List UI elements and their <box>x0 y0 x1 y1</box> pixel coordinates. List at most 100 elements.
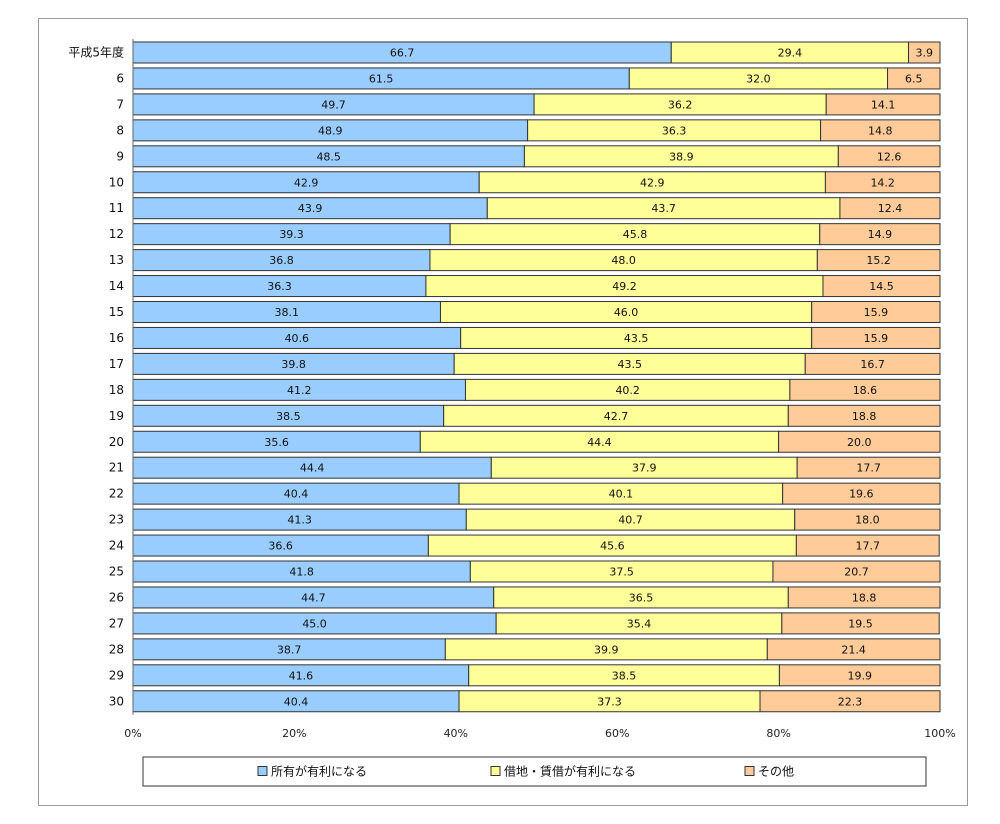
data-label: 15.9 <box>864 306 889 319</box>
x-tick-label: 100% <box>924 727 955 740</box>
category-label: 18 <box>109 383 124 397</box>
bar-segment <box>811 326 941 349</box>
data-label: 12.4 <box>878 202 903 215</box>
data-label: 15.9 <box>864 332 889 345</box>
data-label: 18.8 <box>852 591 877 604</box>
data-label: 17.7 <box>856 540 881 553</box>
data-label: 36.3 <box>267 280 292 293</box>
data-label: 44.4 <box>587 436 612 449</box>
data-label: 40.2 <box>615 384 640 397</box>
bar-segment <box>766 638 941 661</box>
category-label: 16 <box>109 331 124 345</box>
bar-segment <box>824 171 941 194</box>
data-label: 38.9 <box>669 150 694 163</box>
data-label: 49.2 <box>612 280 637 293</box>
bar-segment <box>759 690 941 713</box>
x-tick-label: 60% <box>605 727 629 740</box>
data-label: 41.6 <box>289 669 314 682</box>
data-label: 20.7 <box>844 566 869 579</box>
category-label: 20 <box>109 435 124 449</box>
category-label: 14 <box>109 279 124 293</box>
category-label: 7 <box>116 97 124 111</box>
category-label: 19 <box>109 409 124 423</box>
x-tick-label: 40% <box>444 727 468 740</box>
data-label: 38.1 <box>274 306 299 319</box>
data-label: 21.4 <box>841 643 866 656</box>
legend-label: 所有が有利になる <box>271 764 367 779</box>
data-label: 48.0 <box>611 254 636 267</box>
bar-segment <box>787 404 941 427</box>
data-label: 14.9 <box>868 228 893 241</box>
data-label: 6.5 <box>905 72 923 85</box>
category-label: 9 <box>116 149 124 163</box>
bar-segment <box>816 249 941 272</box>
category-label: 25 <box>109 565 124 579</box>
bar-segment <box>778 664 941 687</box>
data-label: 41.8 <box>289 566 314 579</box>
data-label: 42.9 <box>640 176 665 189</box>
data-label: 32.0 <box>746 72 771 85</box>
data-label: 45.0 <box>302 617 327 630</box>
data-label: 19.9 <box>847 669 872 682</box>
category-label: 24 <box>109 539 124 553</box>
bar-segment <box>811 301 941 323</box>
category-label: 30 <box>109 694 124 708</box>
data-label: 35.6 <box>264 436 289 449</box>
category-label: 28 <box>109 642 124 656</box>
bar-segment <box>787 586 941 609</box>
data-label: 18.8 <box>852 410 877 423</box>
data-label: 36.5 <box>629 591 654 604</box>
data-label: 36.6 <box>268 540 293 553</box>
category-label: 29 <box>109 668 124 682</box>
category-label: 17 <box>109 357 124 371</box>
data-label: 37.5 <box>609 566 634 579</box>
category-label: 11 <box>109 201 124 215</box>
data-label: 40.6 <box>285 332 310 345</box>
legend-swatch <box>744 766 755 776</box>
data-label: 41.2 <box>287 384 312 397</box>
data-label: 39.3 <box>279 228 304 241</box>
data-label: 14.1 <box>871 98 896 111</box>
category-label: 10 <box>109 175 124 189</box>
category-label: 21 <box>109 461 124 475</box>
data-label: 37.3 <box>597 695 622 708</box>
data-label: 36.2 <box>668 98 693 111</box>
bar-segment <box>837 145 941 168</box>
data-label: 40.7 <box>618 514 643 527</box>
data-label: 40.1 <box>609 488 634 501</box>
data-label: 17.7 <box>856 462 881 475</box>
x-tick-label: 0% <box>124 727 141 740</box>
data-label: 18.6 <box>853 384 878 397</box>
legend-box <box>142 756 927 787</box>
x-tick-label: 80% <box>766 727 790 740</box>
data-label: 15.2 <box>866 254 891 267</box>
bar-segment <box>839 197 941 220</box>
data-label: 18.0 <box>855 514 880 527</box>
bar-segment <box>804 352 941 375</box>
data-label: 14.2 <box>870 176 895 189</box>
data-label: 19.6 <box>849 488 874 501</box>
data-label: 41.3 <box>287 514 312 527</box>
bar-segment <box>820 119 941 142</box>
data-label: 16.7 <box>860 358 885 371</box>
data-label: 40.4 <box>284 488 309 501</box>
category-label: 13 <box>109 253 124 267</box>
bar-segment <box>822 275 941 298</box>
bar-segment <box>819 223 941 246</box>
category-label: 8 <box>116 123 124 137</box>
data-label: 14.5 <box>869 280 894 293</box>
data-label: 49.7 <box>321 98 346 111</box>
data-label: 46.0 <box>614 306 639 319</box>
category-label: 12 <box>109 227 124 241</box>
data-label: 35.4 <box>627 617 652 630</box>
bar-segment <box>908 41 941 64</box>
bar-segment <box>782 482 941 505</box>
bar-segment <box>796 456 941 479</box>
data-label: 45.6 <box>600 540 625 553</box>
bar-segment <box>825 93 941 116</box>
data-label: 66.7 <box>390 47 415 60</box>
data-label: 48.9 <box>318 124 343 137</box>
data-label: 44.7 <box>301 591 326 604</box>
category-label: 6 <box>116 71 124 85</box>
